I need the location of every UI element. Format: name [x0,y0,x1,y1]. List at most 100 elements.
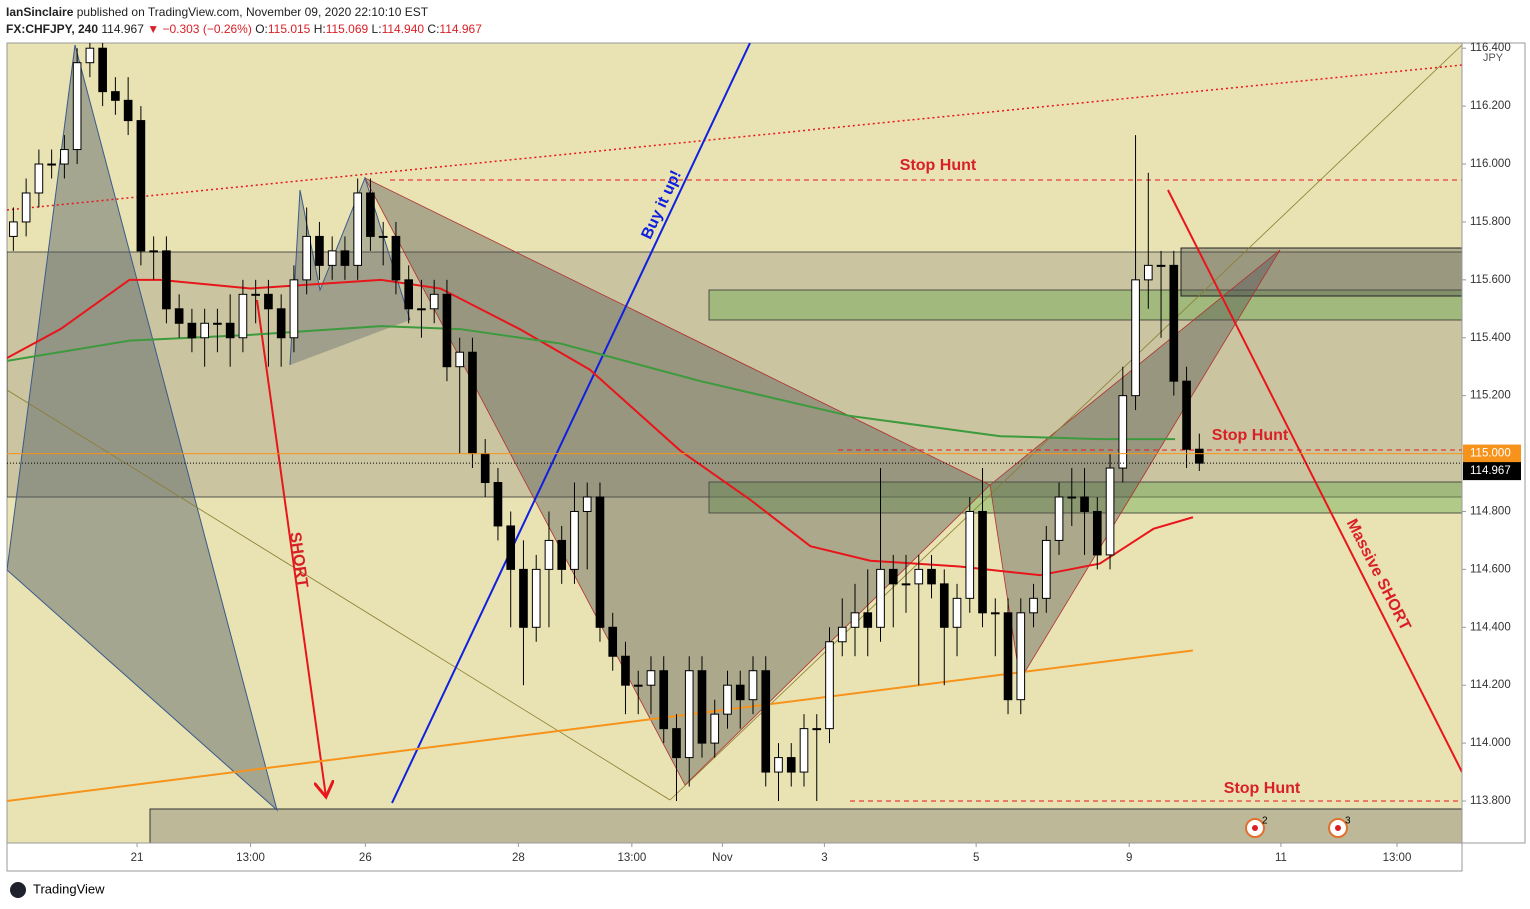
ohlc-h-value: 115.069 [325,22,369,36]
candle-body [735,684,745,701]
candle-body [544,539,554,570]
event-dot [1335,825,1341,831]
candle-body [315,235,324,266]
footer: TradingView [10,881,105,898]
annotation: Stop Hunt [900,157,977,174]
x-tick-label: 11 [1275,852,1287,864]
published: published on TradingView.com, November 0… [76,5,429,19]
candle-body [1143,264,1153,281]
candle-body [480,453,490,484]
y-tick-label: 115.400 [1470,332,1511,344]
candle-body [557,539,567,570]
x-tick-label: Nov [712,852,733,864]
zone [708,289,1462,321]
candle-body [1105,467,1115,556]
brand: TradingView [33,881,105,896]
candle-body [72,62,82,151]
candle-body [417,308,426,311]
y-tick-label: 114.800 [1470,506,1511,518]
price-tag [1463,444,1521,463]
candle-body [149,250,158,253]
candle-body [1016,612,1026,701]
candle-body [633,684,643,687]
currency: JPY [1483,52,1504,64]
candle-body [672,728,681,759]
y-tick-label: 116.000 [1470,158,1511,170]
candle-body [429,293,439,310]
x-tick-label: 5 [973,852,979,864]
candle-body [60,149,69,165]
ohlc-c-value: 114.967 [439,22,482,36]
annotation: Stop Hunt [1212,427,1289,444]
event-count: 2 [1262,816,1268,827]
candle-body [289,279,299,339]
candle-body [455,351,465,368]
candle-body [825,641,834,730]
candle-body [1041,539,1051,599]
y-tick-label: 115.600 [1470,274,1511,286]
candle-body [965,510,975,599]
candle-body [174,308,184,324]
header-line-1: IanSinclaire published on TradingView.co… [6,5,428,19]
change: ▼ −0.303 (−0.26%) [147,22,252,36]
pattern [289,176,411,366]
x-tick-label: 28 [512,852,525,864]
publisher: IanSinclaire [6,5,74,19]
header-line-2: FX:CHFJPY, 240 114.967 ▼ −0.303 (−0.26%)… [6,22,482,36]
candle-body [1092,510,1102,556]
candle-body [812,728,822,731]
annotation: Stop Hunt [1224,780,1301,797]
candle-body [761,670,771,773]
candle-body [85,47,95,64]
y-tick-label: 115.800 [1470,216,1511,228]
red-line [1167,189,1462,773]
price-tag [1463,462,1521,481]
y-tick-label: 116.400 [1470,42,1511,54]
ohlc-h: H: [313,22,326,36]
candle-body [927,568,936,585]
ohlc-o: O: [255,22,268,36]
candle-body [1131,279,1140,397]
candle-body [1182,380,1191,450]
candle-body [468,351,477,455]
candle-body [748,670,758,701]
candle-body [1054,496,1064,541]
y-tick-label: 113.800 [1470,795,1511,807]
candle-body [1080,496,1089,512]
candle-body [213,322,222,325]
event-count: 3 [1345,816,1351,827]
ohlc-l: L: [371,22,382,36]
candle-body [187,322,197,339]
x-tick-label: 26 [359,852,372,864]
candle-body [876,568,885,628]
zone [149,808,1462,843]
candle-body [1169,264,1179,382]
candle-body [914,568,924,585]
candle-body [264,293,273,310]
candle-body [939,583,949,628]
candle-body [582,496,592,512]
series [7,43,1204,803]
candle-body [47,163,56,166]
candle-body [1156,264,1166,267]
candle-body [837,626,847,643]
candle-body [850,612,860,628]
candle-body [570,510,579,570]
candle-body [863,612,873,628]
candle-body [98,47,107,93]
candle-body [952,597,962,628]
candle-body [200,322,209,339]
candle-body [1067,496,1077,499]
candle-body [1118,395,1128,469]
candle-body [302,235,311,281]
candle-body [251,293,260,296]
candle-body [366,192,375,237]
candle-body [136,120,146,252]
candle-body [327,250,337,266]
y-tick-label: 115.200 [1470,390,1511,402]
candle-body [901,583,911,586]
candle-body [378,235,388,238]
candle-body [391,235,401,281]
arrow [256,299,326,797]
pattern [7,44,278,812]
